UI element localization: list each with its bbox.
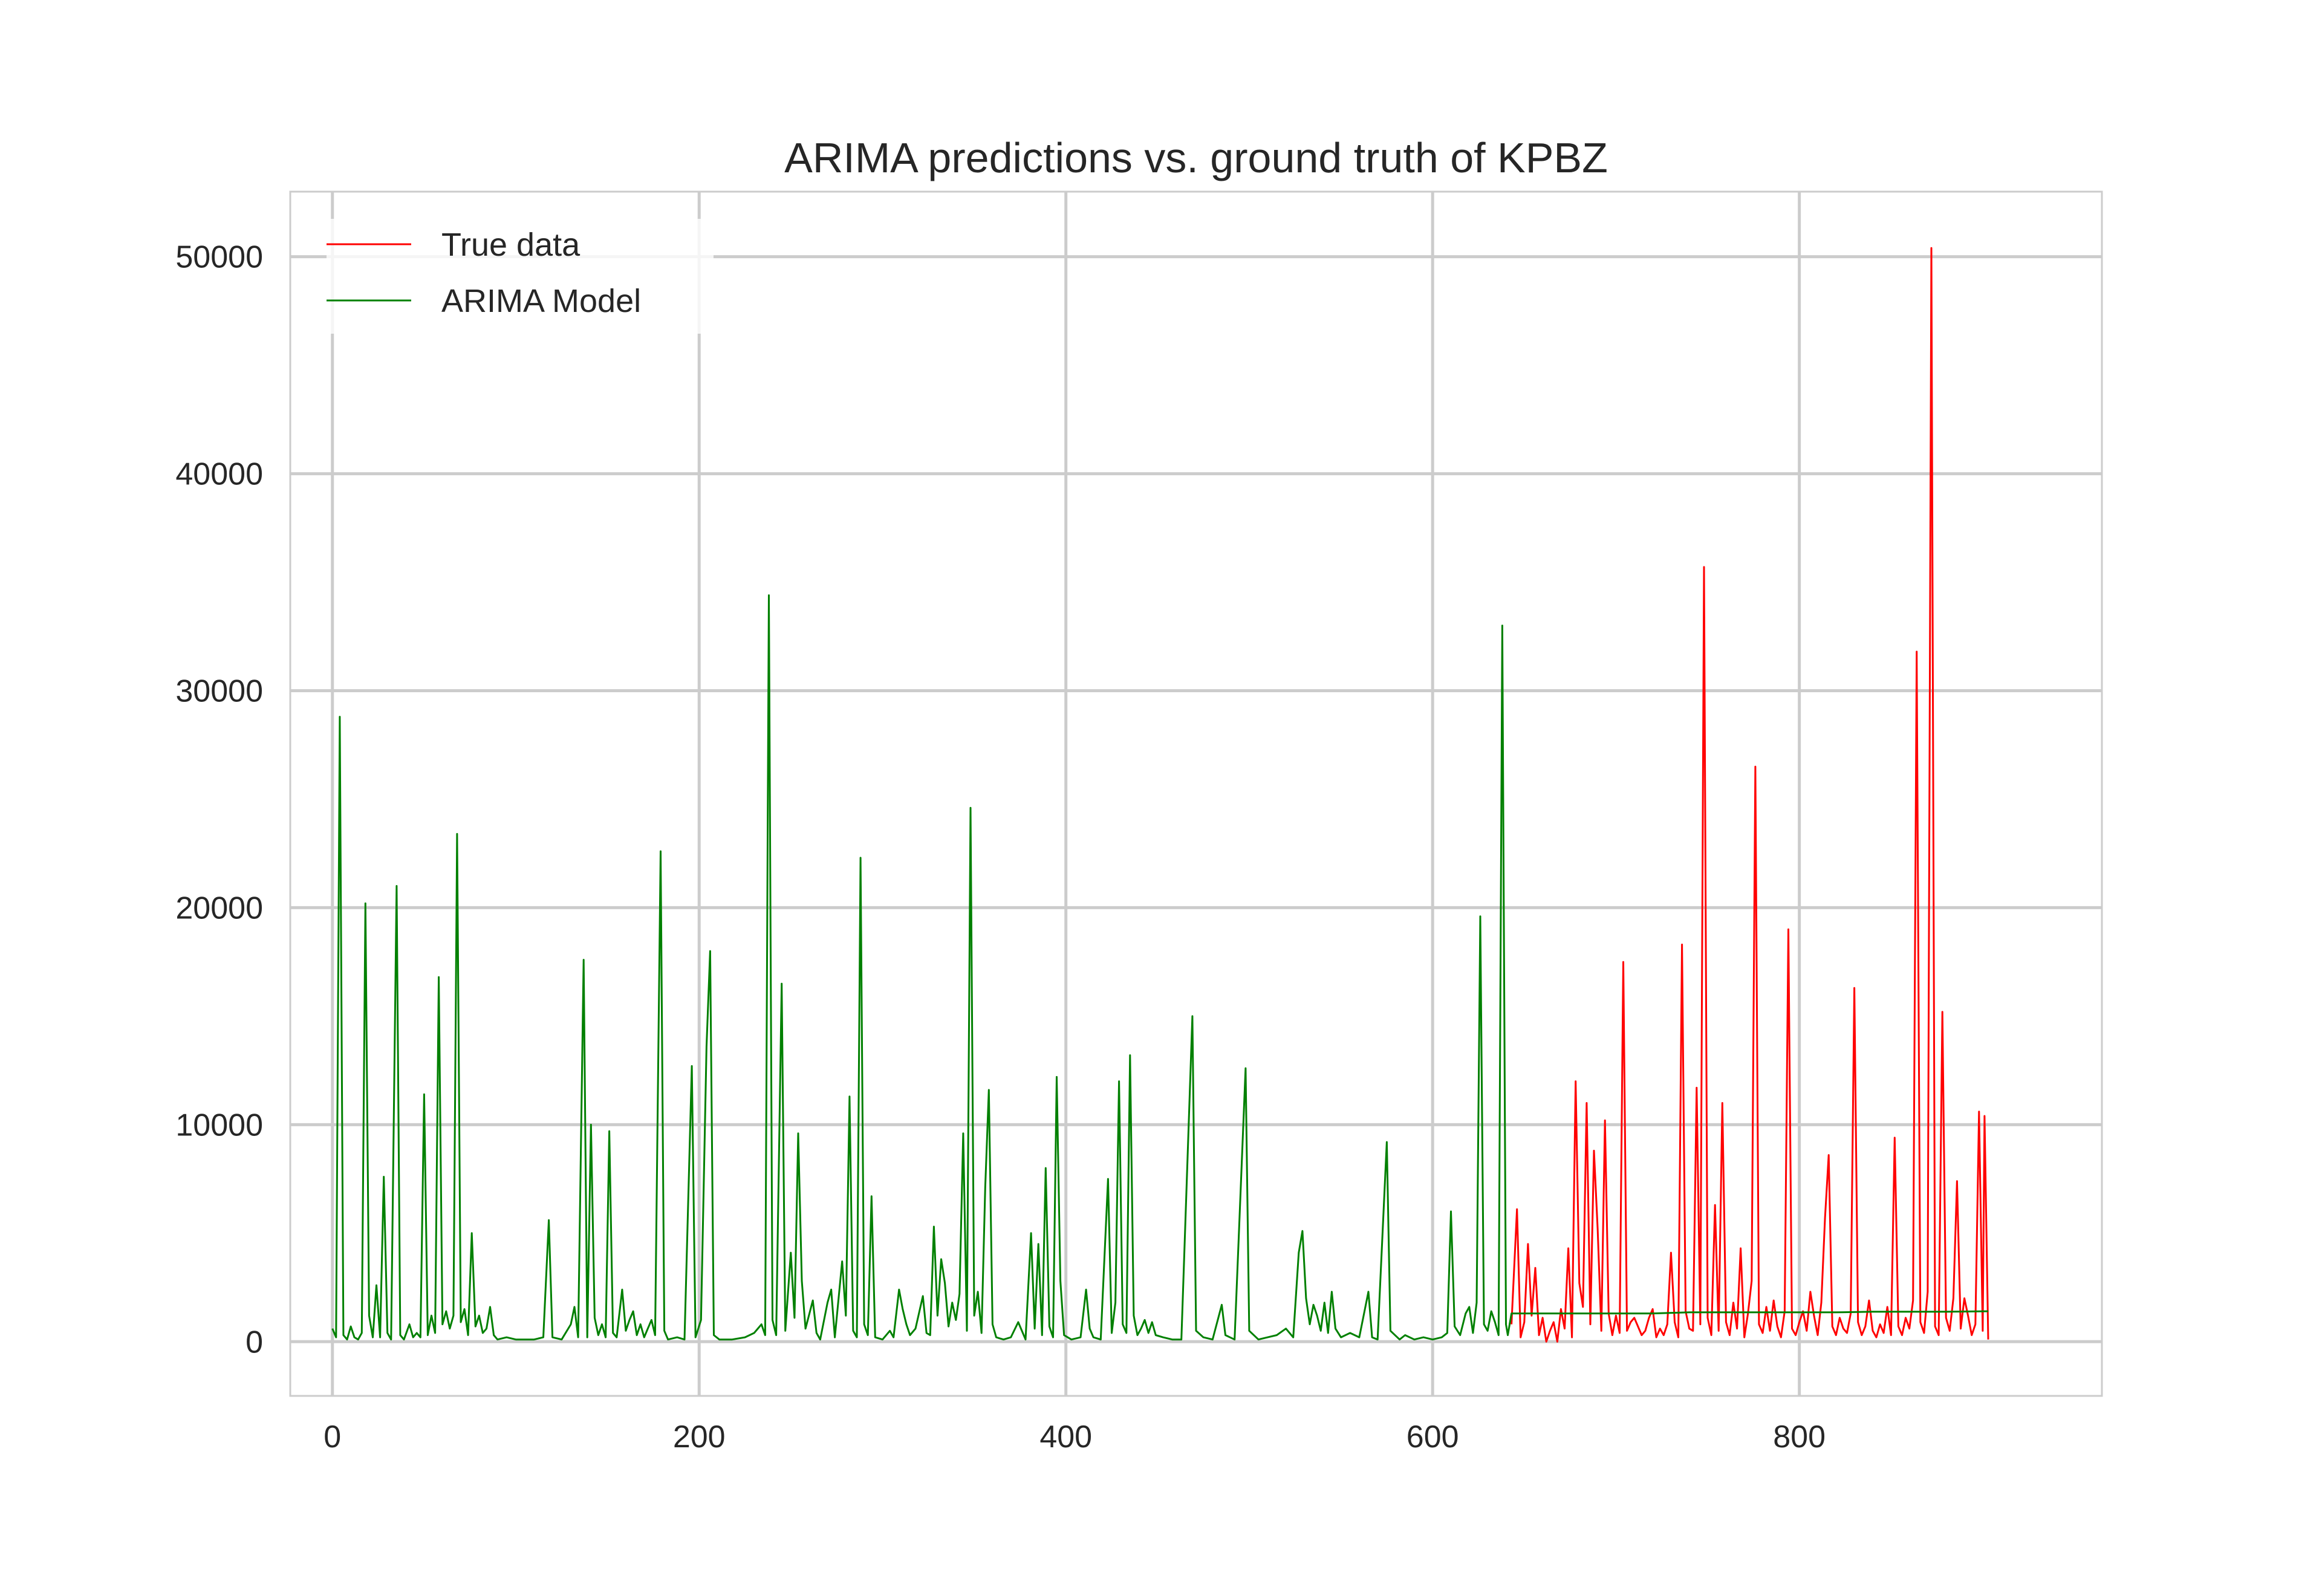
grid <box>290 192 2102 1396</box>
series-layer <box>331 247 1989 1343</box>
y-tick-label: 10000 <box>175 1108 263 1143</box>
legend-box <box>327 219 714 334</box>
x-tick-label: 600 <box>1407 1419 1459 1455</box>
series-line-arima-model <box>331 594 1989 1341</box>
y-tick-label: 50000 <box>175 240 263 275</box>
legend-item-arima-model: ARIMA Model <box>327 283 641 319</box>
y-tick-label: 20000 <box>175 890 263 926</box>
x-tick-label: 200 <box>673 1419 726 1455</box>
plot-frame <box>289 190 2103 1397</box>
x-tick-label: 800 <box>1773 1419 1826 1455</box>
legend: True data ARIMA Model <box>327 219 714 334</box>
legend-label-true-data: True data <box>441 227 580 263</box>
y-tick-label: 40000 <box>175 457 263 492</box>
legend-label-arima-model: ARIMA Model <box>441 283 641 319</box>
y-tick-label: 30000 <box>175 674 263 709</box>
x-tick-label: 0 <box>324 1419 341 1455</box>
series-line-true-data <box>1511 247 1989 1343</box>
chart-title: ARIMA predictions vs. ground truth of KP… <box>784 134 1608 181</box>
y-tick-label: 0 <box>246 1325 263 1360</box>
x-axis-ticks: 0 200 400 600 800 <box>324 1419 1826 1455</box>
legend-item-true-data: True data <box>327 227 580 263</box>
y-axis-ticks: 0 10000 20000 30000 40000 50000 <box>175 240 263 1360</box>
x-tick-label: 400 <box>1039 1419 1092 1455</box>
